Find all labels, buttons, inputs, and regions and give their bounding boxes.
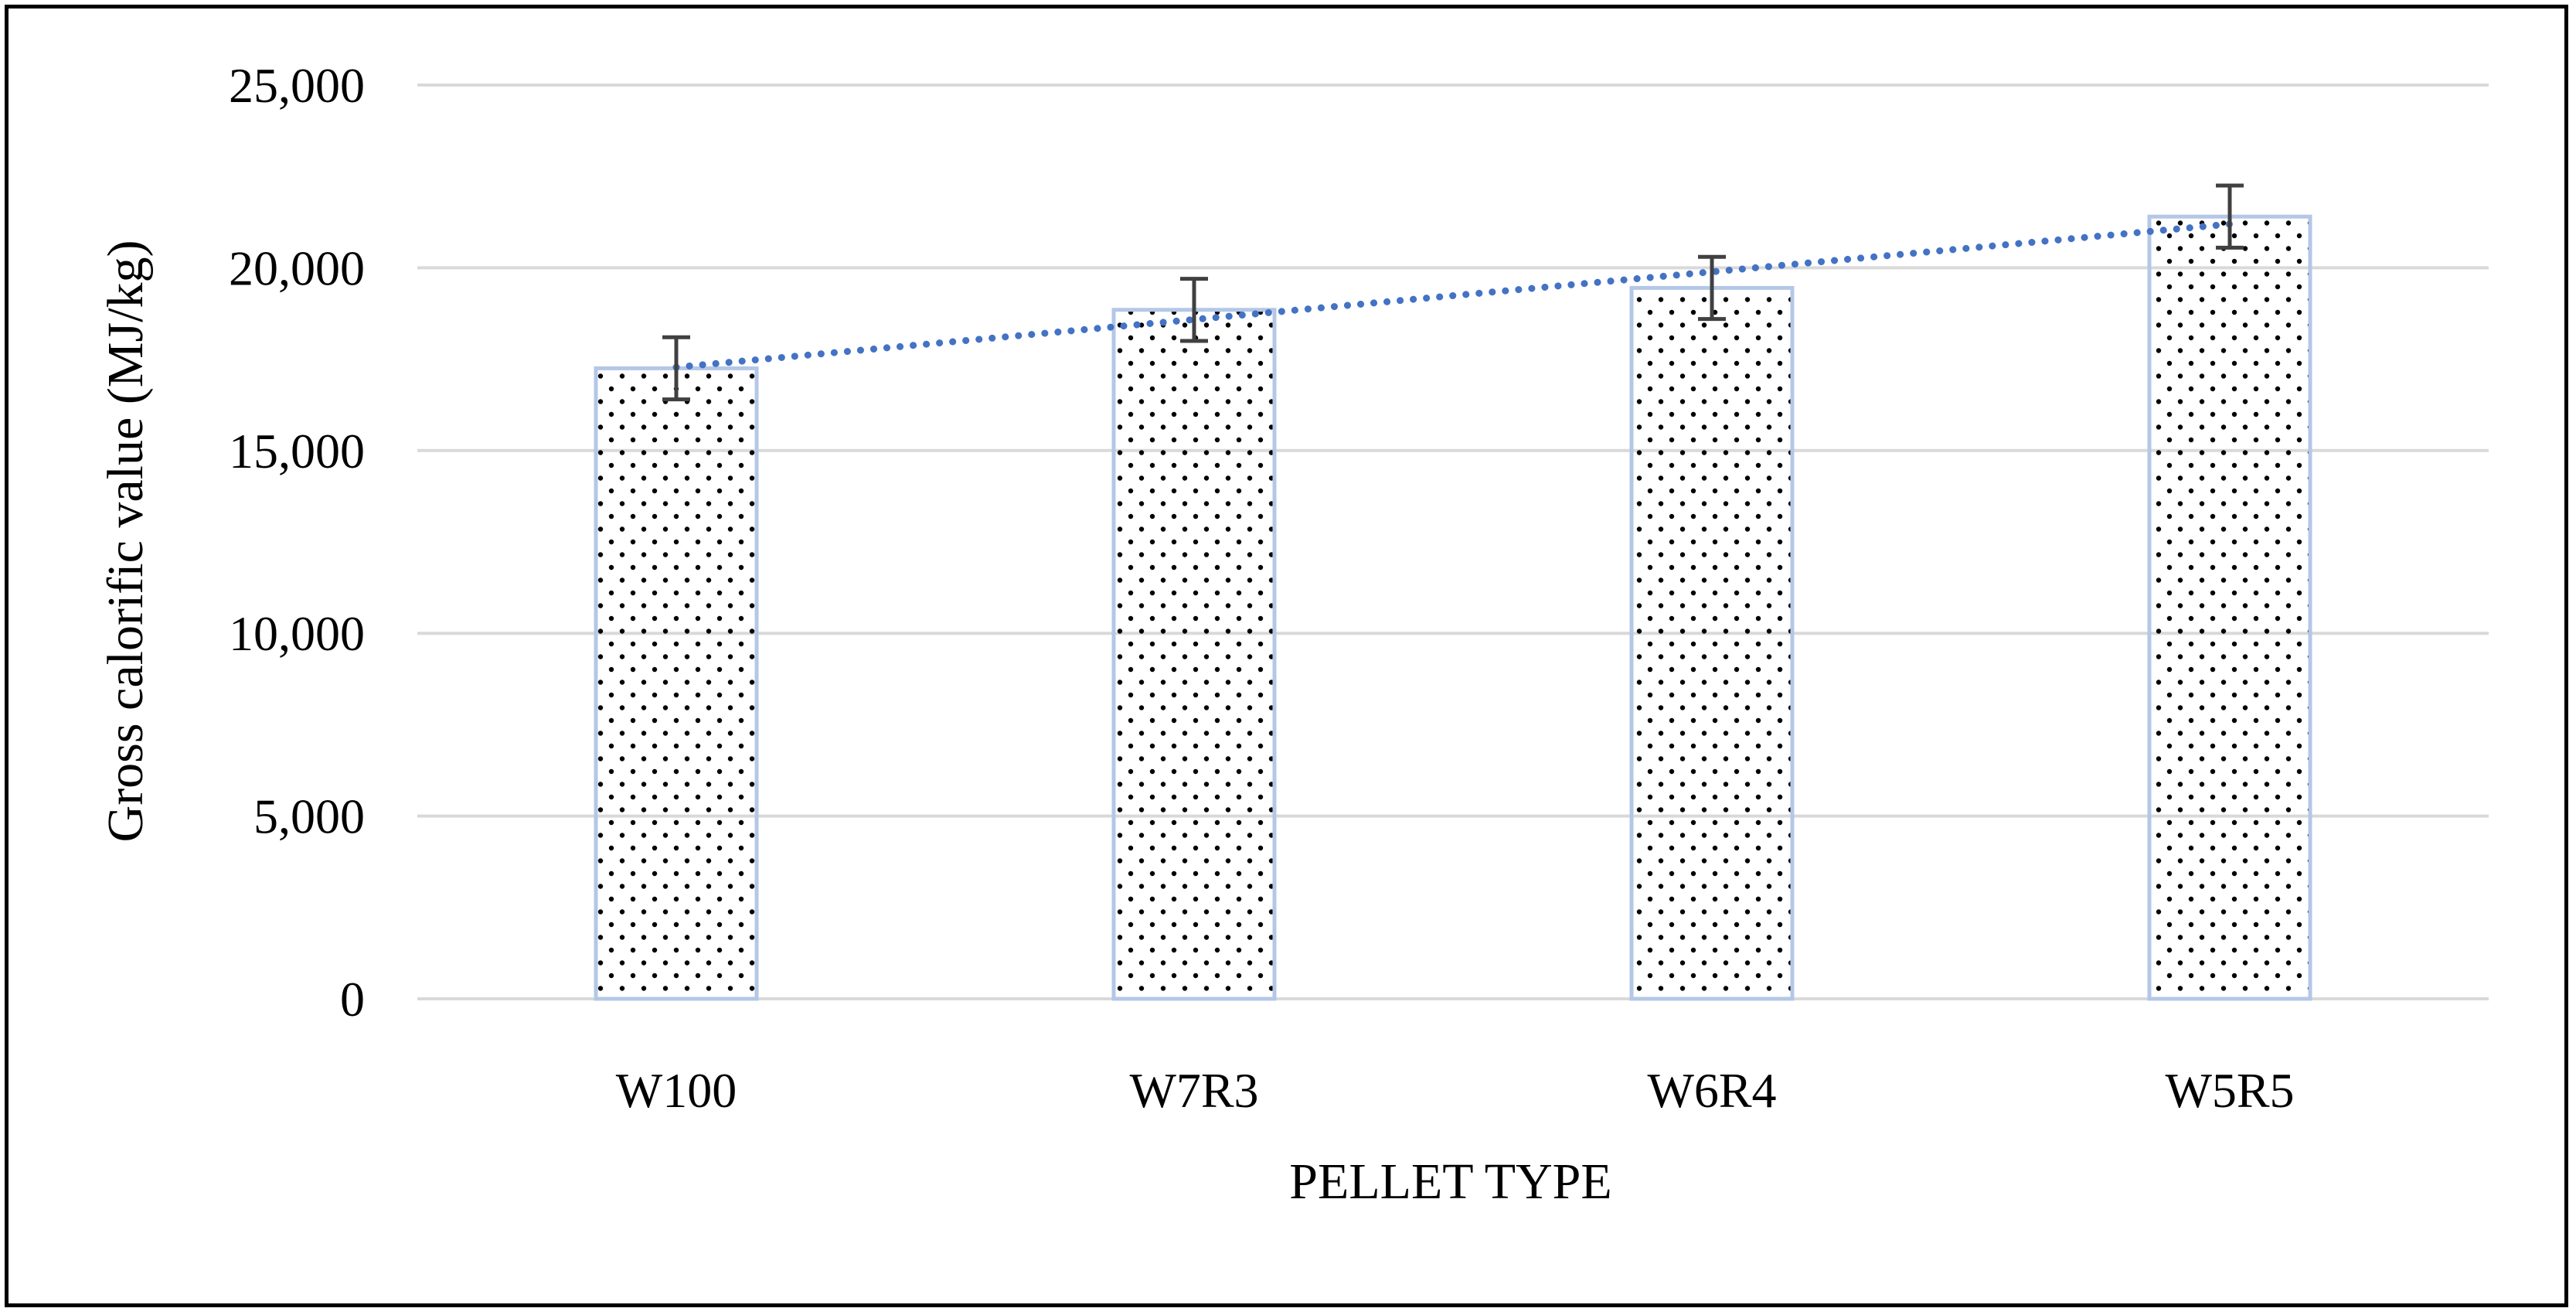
x-axis-title: PELLET TYPE (1289, 1153, 1611, 1210)
bars (594, 214, 2312, 1001)
x-tick-label: W100 (616, 1063, 737, 1118)
trendline-layer (672, 220, 2234, 371)
chart-frame (5, 5, 2568, 1307)
y-tick-label: 15,000 (229, 424, 365, 479)
trendline (672, 220, 2234, 371)
error-bars (662, 183, 2244, 402)
y-tick-label: 25,000 (229, 58, 365, 113)
y-axis-ticks: 0 5,000 10,000 15,000 20,000 25,000 (229, 58, 365, 1027)
y-tick-label: 10,000 (229, 606, 365, 661)
error-bar (2216, 183, 2244, 250)
error-bar (662, 335, 690, 402)
x-tick-label: W6R4 (1647, 1063, 1776, 1118)
error-bar (1180, 277, 1208, 343)
bar (594, 366, 759, 1001)
x-tick-label: W7R3 (1129, 1063, 1258, 1118)
y-tick-label: 0 (340, 972, 365, 1027)
bar (1111, 308, 1277, 1001)
x-tick-label: W5R5 (2165, 1063, 2294, 1118)
error-bar (1698, 254, 1726, 322)
y-tick-label: 5,000 (254, 789, 365, 844)
gridlines (417, 83, 2489, 1000)
bar (1629, 285, 1795, 1001)
bar (2147, 214, 2312, 1001)
y-axis-title: Gross calorific value (MJ/kg) (97, 240, 154, 843)
x-axis-ticks: W100 W7R3 W6R4 W5R5 (616, 1063, 2295, 1118)
y-tick-label: 20,000 (229, 240, 365, 295)
